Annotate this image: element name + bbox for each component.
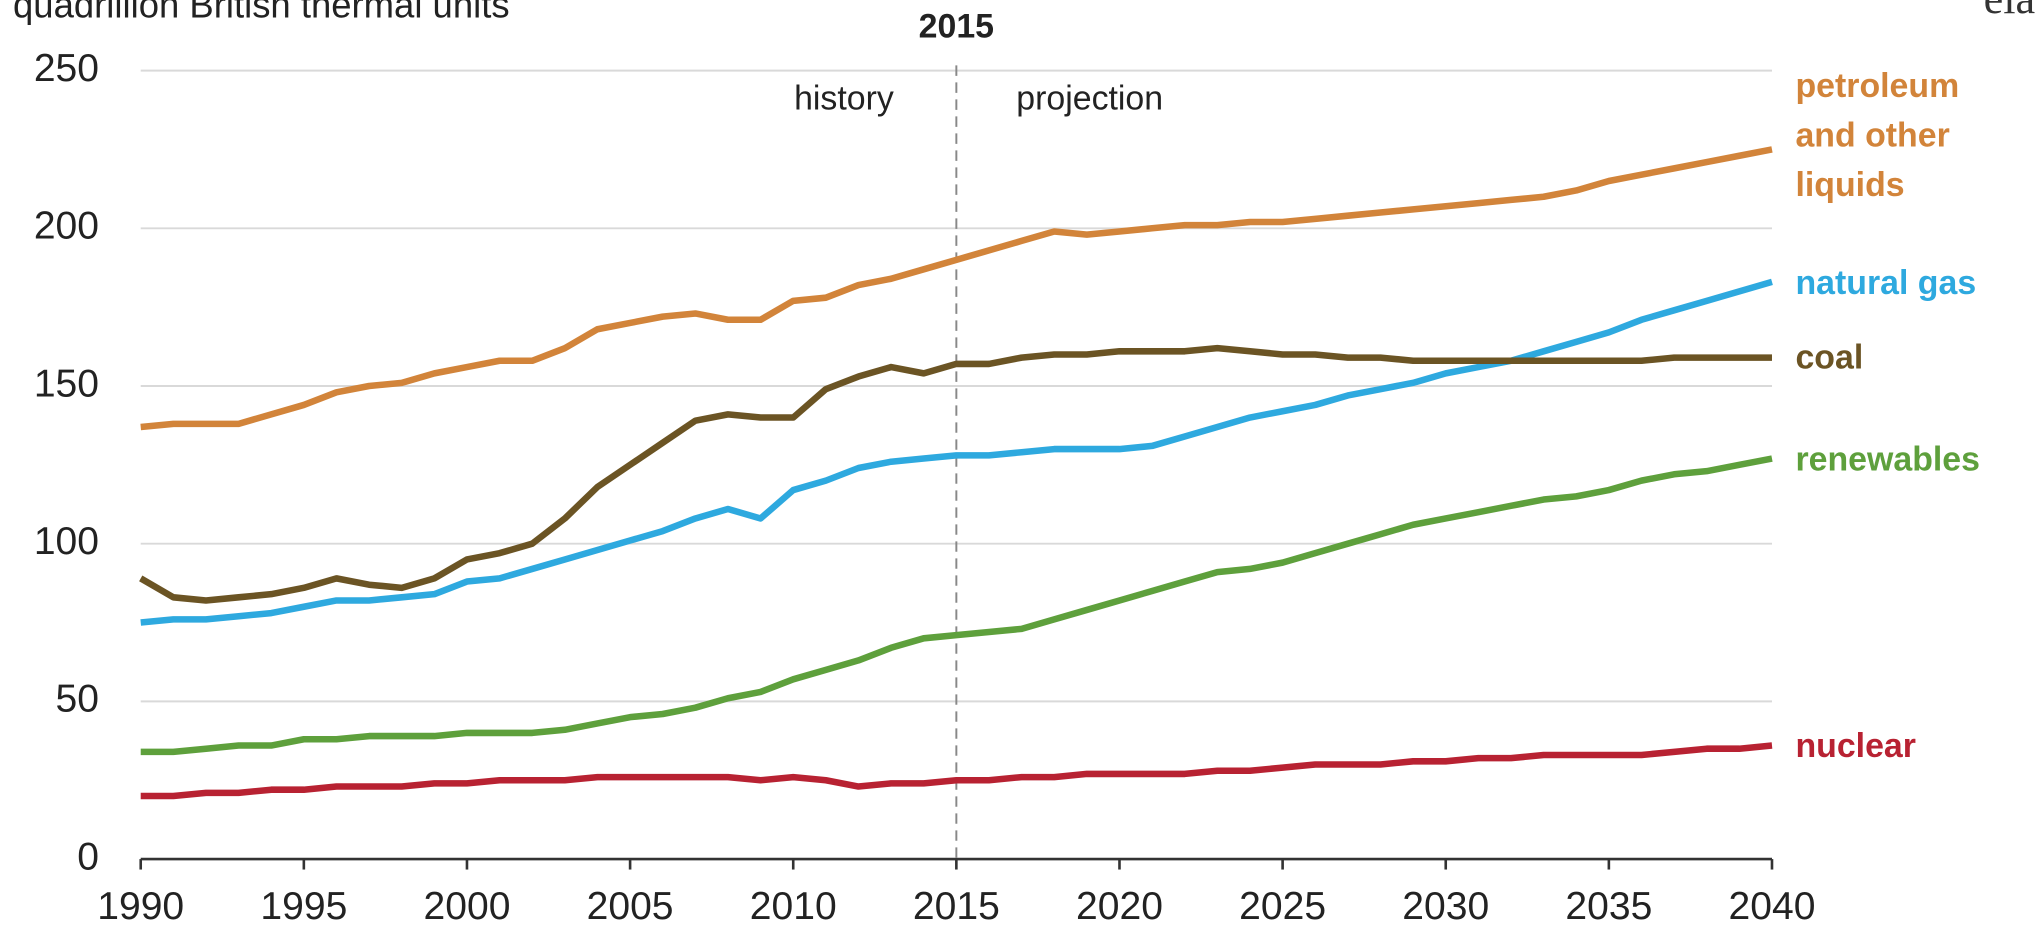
y-axis-label: quadrillion British thermal units: [13, 0, 510, 26]
history-label: history: [794, 80, 894, 118]
x-tick-label: 2035: [1565, 885, 1652, 928]
legend-label: natural gas: [1795, 262, 1977, 302]
legend-entry: petroleum and other liquids: [1795, 65, 1960, 204]
x-tick-label: 2000: [424, 885, 511, 928]
x-tick-label: 2005: [587, 885, 674, 928]
x-tick-label: 2030: [1402, 885, 1489, 928]
y-tick-label: 50: [56, 678, 99, 721]
y-tick-label: 150: [34, 362, 99, 405]
series-line: [140, 278, 1773, 626]
projection-label: projection: [1016, 80, 1163, 118]
x-tick-label: 1990: [97, 885, 184, 928]
x-tick-label: 2040: [1729, 885, 1816, 928]
series-line: [140, 455, 1773, 756]
x-tick-label: 2020: [1076, 885, 1163, 928]
divider-label: 2015: [919, 8, 994, 46]
logo: eia: [1984, 0, 2036, 23]
legend-entry: natural gas: [1795, 262, 1977, 302]
y-tick-label: 250: [34, 47, 99, 90]
legend-label: renewables: [1795, 438, 1980, 479]
x-tick-label: 2025: [1239, 885, 1326, 928]
series-line: [140, 742, 1773, 800]
legend-entry: renewables: [1795, 438, 1980, 479]
y-tick-label: 100: [34, 520, 99, 563]
legend-entry: nuclear: [1795, 725, 1916, 766]
legend-label: coal: [1795, 337, 1864, 378]
legend-label: petroleum and other liquids: [1795, 65, 1960, 204]
series-line: [139, 344, 1772, 604]
x-tick-label: 2015: [913, 885, 1000, 928]
series-line: [140, 146, 1773, 431]
x-tick-label: 1995: [260, 885, 347, 928]
legend-entry: coal: [1795, 337, 1864, 378]
x-tick-label: 2010: [750, 885, 837, 928]
y-tick-label: 0: [77, 835, 99, 878]
y-tick-label: 200: [34, 205, 99, 248]
legend-label: nuclear: [1795, 725, 1916, 766]
